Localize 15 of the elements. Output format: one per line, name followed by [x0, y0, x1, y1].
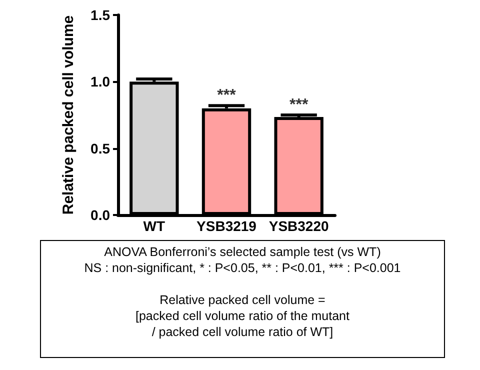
annotation: ***: [217, 87, 237, 104]
text: Relative packed cell volume =: [158, 292, 326, 308]
x-tick-label: YSB3220: [268, 218, 330, 234]
y-tick-label: 0.5: [90, 140, 110, 156]
annotation: ***: [289, 96, 309, 114]
y-axis-title: Relative packed cell volume: [60, 15, 77, 215]
text: [packed cell volume ratio of the mutant: [134, 308, 350, 324]
x-tick-label: WT: [143, 218, 166, 234]
text: / packed cell volume ratio of WT]: [150, 324, 334, 340]
y-tick-label: 1.0: [90, 74, 110, 90]
y-tick-label: 1.5: [90, 7, 110, 23]
text: NS : non-significant, * : P<0.05, ** : P<0.01, *** : P<0.001: [83, 260, 402, 276]
x-tick-label: YSB3219: [196, 218, 257, 234]
y-tick-label: 0.0: [90, 207, 110, 223]
text: ANOVA Bonferroni’s selected sample test (vs WT): [103, 244, 382, 260]
